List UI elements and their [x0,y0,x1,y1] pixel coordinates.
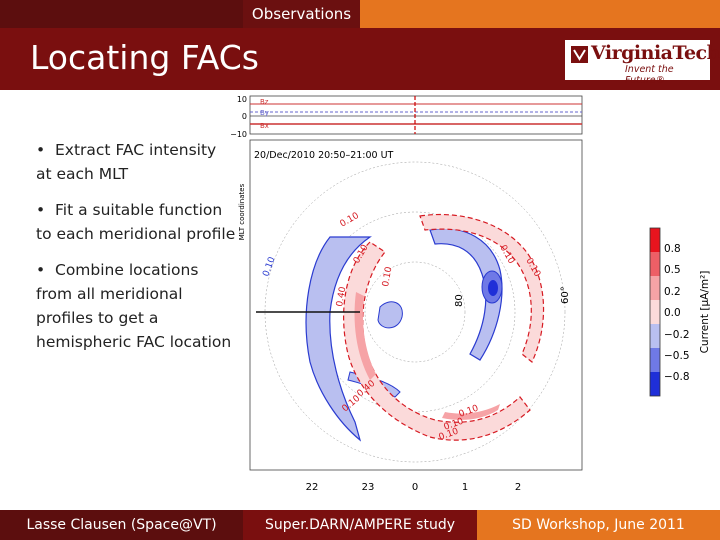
colorbar-tick: 0.2 [664,286,681,298]
colorbar-ticks: 0.8 0.5 0.2 0.0 −0.2 −0.5 −0.8 [664,243,690,383]
bullet-item: • Extract FAC intensity at each MLT [36,141,217,183]
colorbar-swatch [650,324,660,348]
colorbar-label: Current [μA/m²] [699,271,710,354]
footer: Lasse Clausen (Space@VT) Super.DARN/AMPE… [0,510,720,540]
bullet-item: • Fit a suitable function to each meridi… [36,201,236,243]
colorbar-swatch [650,300,660,324]
mlt-tick: 2 [515,482,521,493]
colorbar-tick: −0.8 [664,371,690,383]
imf-label: Bz [260,98,269,106]
imf-tick: 0 [242,112,247,121]
mlt-tick: 22 [306,482,319,493]
vt-emblem-icon [571,46,588,63]
footer-event: SD Workshop, June 2011 [477,510,720,540]
top-bar: Observations [0,0,720,28]
imf-tick: 10 [237,95,247,104]
imf-tick: −10 [230,130,247,139]
footer-author: Lasse Clausen (Space@VT) [0,510,243,540]
colorbar-swatch [650,252,660,276]
mlt-tick: 23 [362,482,375,493]
imf-label: Bx [260,122,269,130]
slide-title: Locating FACs [30,38,260,77]
section-tab: Observations [243,0,360,28]
mlt-axis: 22 23 0 1 2 [306,482,522,493]
mlt-tick: 1 [462,482,468,493]
lat-label: 60° [560,286,571,304]
mlt-tick: 0 [412,482,418,493]
colorbar-swatch [650,276,660,300]
logo-tagline: Invent the Future® [625,64,674,86]
colorbar-swatch [650,348,660,372]
imf-label: By [260,109,269,117]
imf-panel: 10 0 −10 Bz By Bx [230,95,583,139]
positive-fac-regions [343,213,545,441]
colorbar-tick: 0.0 [664,307,681,319]
colorbar-tick: −0.5 [664,350,690,362]
colorbar-swatch [650,228,660,252]
colorbar-tick: 0.8 [664,243,681,255]
fac-figure: 10 0 −10 Bz By Bx MLT coordinates 20/Dec… [230,95,710,493]
contour-label: 0.40 [335,286,348,308]
colorbar-tick: −0.2 [664,329,690,341]
virginia-tech-logo: VirginiaTech Invent the Future® [565,40,720,86]
colorbar-swatch [650,372,660,396]
colorbar-tick: 0.5 [664,264,681,276]
top-accent-bar [360,0,720,28]
bullet-item: • Combine locations from all meridional … [36,261,232,351]
bullet-list: • Extract FAC intensity at each MLT • Fi… [36,138,236,366]
logo-wordmark: VirginiaTech [591,42,720,64]
colorbar: 0.8 0.5 0.2 0.0 −0.2 −0.5 −0.8 Current [… [649,227,710,397]
contour-label: 0.10 [381,266,394,288]
footer-study: Super.DARN/AMPERE study [243,510,477,540]
lat-label: 80 [454,294,465,307]
axis-label: MLT coordinates [238,183,246,240]
timestamp: 20/Dec/2010 20:50–21:00 UT [254,150,394,161]
